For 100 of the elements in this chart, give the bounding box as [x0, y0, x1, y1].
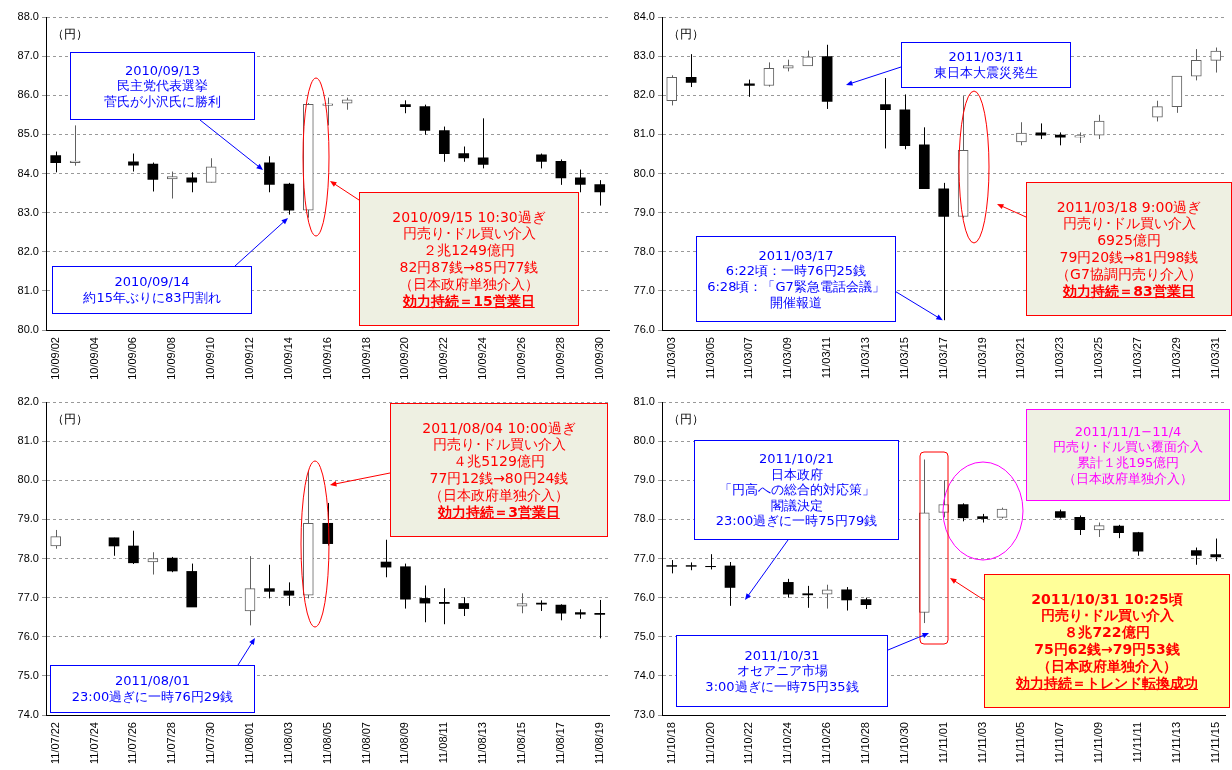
candlestick — [763, 61, 775, 88]
x-tick-label: 11/11/05 — [1014, 722, 1027, 764]
x-tick-label: 11/08/13 — [476, 722, 489, 765]
annotation: ２兆1249億円 — [422, 242, 516, 259]
candlestick — [841, 586, 852, 612]
annotation: 円売り･ドル買い覆面介入 — [1052, 439, 1204, 455]
annotation: 効力持続＝83営業日 — [1062, 282, 1196, 300]
y-tick-label: 80.0 — [633, 434, 655, 447]
annotation: 2010/09/13 — [124, 62, 201, 79]
x-tick-label: 11/07/28 — [165, 722, 178, 765]
annotation: （日本政府単独介入） — [398, 275, 540, 293]
annotation: 約15年ぶりに83円割れ — [82, 290, 222, 306]
candlestick — [438, 587, 450, 625]
candlestick — [264, 564, 275, 599]
candlestick — [1210, 538, 1222, 562]
y-tick-label: 85.0 — [17, 127, 39, 140]
candlestick — [186, 171, 198, 193]
x-tick-label: 11/08/17 — [553, 722, 566, 765]
y-axis-title: （円） — [668, 411, 704, 428]
x-tick-label: 11/03/17 — [936, 337, 949, 380]
candlestick — [1074, 514, 1086, 536]
annotation: 菅氏が小沢氏に勝利 — [103, 93, 222, 110]
y-tick-label: 81.0 — [17, 434, 39, 447]
x-tick-label: 11/08/05 — [320, 722, 333, 765]
x-tick-label: 10/09/18 — [359, 337, 372, 380]
candlestick — [555, 158, 567, 186]
annotation: 2011/08/01 — [114, 673, 191, 689]
candlestick — [516, 592, 528, 614]
y-tick-label: 78.0 — [633, 512, 655, 525]
x-tick-label: 11/03/29 — [1169, 337, 1182, 380]
annotation: 円売り･ドル買い介入 — [431, 436, 567, 454]
y-tick-label: 77.0 — [17, 590, 39, 603]
y-tick-label: 73.0 — [633, 708, 655, 721]
annotation: 79円20銭→81円98銭 — [1058, 249, 1200, 266]
x-tick-label: 11/07/30 — [204, 722, 217, 765]
annotation: 効力持続＝15営業日 — [402, 292, 536, 310]
annotation: （日本政府単独介入） — [428, 486, 570, 504]
y-tick-label: 80.0 — [17, 323, 39, 336]
x-tick-label: 11/11/03 — [975, 722, 988, 764]
annotation: 2011/03/11 — [947, 49, 1025, 65]
x-tick-label: 11/08/19 — [592, 722, 605, 765]
candlestick — [724, 561, 736, 607]
x-tick-label: 11/03/15 — [897, 337, 910, 380]
x-tick-label: 10/09/28 — [553, 337, 566, 380]
x-tick-label: 11/03/09 — [781, 337, 794, 380]
x-tick-label: 11/08/07 — [359, 722, 372, 765]
candlestick — [666, 74, 678, 106]
annotation: 77円12銭→80円24銭 — [428, 470, 570, 487]
y-tick-label: 79.0 — [17, 512, 39, 525]
y-tick-label: 81.0 — [633, 127, 655, 140]
x-tick-label: 10/09/02 — [48, 337, 61, 380]
y-tick-label: 74.0 — [17, 708, 39, 721]
x-tick-label: 10/09/16 — [320, 337, 333, 380]
annotation: オセアニア市場 — [735, 663, 829, 679]
candlestick — [880, 77, 891, 149]
annotation: 2010/09/14 — [113, 274, 191, 290]
annotation: 6:22頃：一時76円25銭 — [724, 263, 868, 279]
x-tick-label: 11/10/26 — [820, 722, 833, 765]
annotation: 円売り･ドル買い介入 — [401, 225, 537, 243]
x-tick-label: 11/03/31 — [1208, 337, 1221, 380]
x-tick-label: 11/07/24 — [87, 722, 100, 765]
annotation: 2011/10/31 — [743, 647, 821, 664]
annotation: 23:00過ぎに一時76円29銭 — [70, 689, 235, 705]
candlestick — [477, 117, 489, 169]
y-axis-title: （円） — [52, 411, 88, 428]
annotation: 2011/10/31 10:25頃 — [1030, 590, 1184, 608]
candlestick — [244, 555, 256, 626]
y-tick-label: 86.0 — [17, 88, 39, 101]
y-tick-label: 82.0 — [17, 395, 39, 408]
annotation: 2011/11/1−11/4 — [1073, 423, 1183, 440]
y-tick-label: 77.0 — [633, 551, 655, 564]
y-tick-label: 76.0 — [633, 323, 655, 336]
x-tick-label: 10/09/10 — [204, 337, 217, 380]
candlestick — [283, 581, 295, 607]
x-tick-label: 11/11/15 — [1208, 722, 1221, 764]
x-tick-label: 11/03/19 — [975, 337, 988, 380]
annotation: 2011/10/21 — [758, 451, 835, 467]
candlestick — [166, 171, 178, 200]
y-axis-title: （円） — [668, 26, 704, 43]
candlestick — [438, 126, 450, 163]
candlestick — [1016, 121, 1027, 146]
annotation: ４兆5129億円 — [452, 453, 546, 470]
candlestick — [821, 584, 833, 610]
x-tick-label: 11/07/22 — [48, 722, 61, 765]
y-tick-label: 84.0 — [633, 10, 655, 23]
x-tick-label: 11/11/09 — [1092, 722, 1105, 764]
x-tick-label: 10/09/20 — [398, 337, 411, 380]
candlestick — [594, 599, 606, 639]
annotation: （日本政府単独介入） — [1036, 657, 1178, 675]
x-tick-label: 11/08/03 — [281, 722, 294, 765]
annotation: 円売り･ドル買い介入 — [1061, 215, 1197, 233]
y-tick-label: 75.0 — [17, 668, 39, 681]
x-tick-label: 11/03/11 — [820, 337, 833, 379]
x-tick-label: 11/08/11 — [437, 722, 450, 764]
annotation: 効力持続＝3営業日 — [437, 503, 561, 521]
x-tick-label: 11/03/07 — [742, 337, 755, 380]
annotation: 2010/09/15 10:30過ぎ — [391, 208, 547, 226]
y-tick-label: 81.0 — [633, 395, 655, 408]
annotation: 日本政府 — [769, 466, 824, 483]
y-tick-label: 79.0 — [633, 473, 655, 486]
